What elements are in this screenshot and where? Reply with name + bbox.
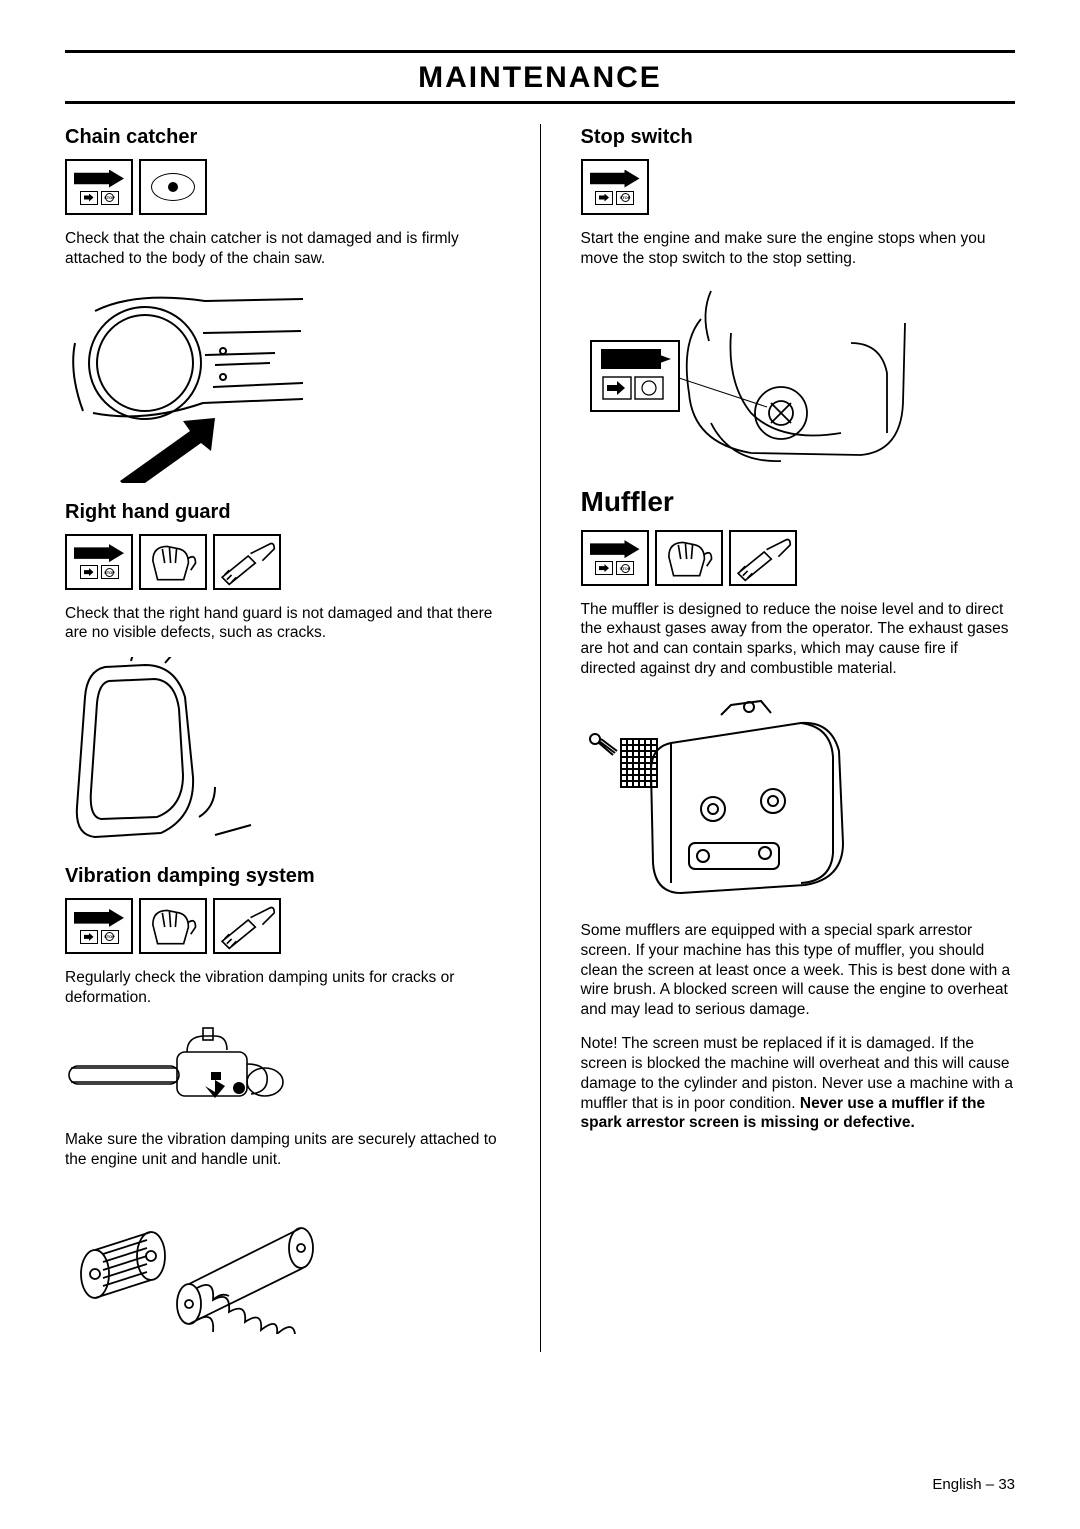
icon-row-vibration: STOP [65, 898, 500, 954]
icon-row-right-hand-guard: STOP [65, 534, 500, 590]
left-column: Chain catcher STOP Check that the chain … [65, 122, 500, 1352]
title-rule [65, 101, 1015, 104]
page-footer: English – 33 [932, 1476, 1015, 1493]
stop-arrow-icon: STOP [65, 159, 133, 215]
stop-arrow-icon: STOP [65, 898, 133, 954]
text-chain-catcher: Check that the chain catcher is not dama… [65, 229, 500, 269]
icon-row-stop-switch: STOP [581, 159, 1016, 215]
text-muffler-3: Note! The screen must be replaced if it … [581, 1034, 1016, 1133]
icon-row-chain-catcher: STOP [65, 159, 500, 215]
text-muffler-2: Some mufflers are equipped with a specia… [581, 921, 1016, 1020]
text-muffler-1: The muffler is designed to reduce the no… [581, 600, 1016, 679]
brush-icon [213, 898, 281, 954]
eye-icon [139, 159, 207, 215]
text-stop-switch: Start the engine and make sure the engin… [581, 229, 1016, 269]
brush-icon [729, 530, 797, 586]
footer-separator: – [986, 1476, 999, 1493]
figure-right-hand-guard [65, 657, 500, 847]
heading-chain-catcher: Chain catcher [65, 126, 500, 149]
heading-stop-switch: Stop switch [581, 126, 1016, 149]
glove-icon [139, 534, 207, 590]
two-column-layout: Chain catcher STOP Check that the chain … [65, 122, 1015, 1352]
figure-muffler [581, 693, 1016, 903]
text-right-hand-guard: Check that the right hand guard is not d… [65, 604, 500, 644]
text-vibration-2: Make sure the vibration damping units ar… [65, 1130, 500, 1170]
heading-right-hand-guard: Right hand guard [65, 501, 500, 524]
figure-vibration-parts [65, 1184, 500, 1334]
text-vibration-1: Regularly check the vibration damping un… [65, 968, 500, 1008]
brush-icon [213, 534, 281, 590]
heading-vibration: Vibration damping system [65, 865, 500, 888]
figure-chain-catcher [65, 283, 500, 483]
top-rule [65, 50, 1015, 53]
stop-arrow-icon: STOP [581, 159, 649, 215]
icon-row-muffler: STOP [581, 530, 1016, 586]
glove-icon [139, 898, 207, 954]
column-divider [540, 124, 541, 1352]
page-title: MAINTENANCE [65, 61, 1015, 95]
footer-page-number: 33 [998, 1476, 1015, 1493]
glove-icon [655, 530, 723, 586]
stop-arrow-icon: STOP [581, 530, 649, 586]
heading-muffler: Muffler [581, 486, 1016, 518]
figure-vibration-chainsaw [65, 1022, 500, 1112]
right-column: Stop switch STOP Start the engine and ma… [581, 122, 1016, 1352]
stop-arrow-icon: STOP [65, 534, 133, 590]
footer-language: English [932, 1476, 981, 1493]
figure-stop-switch [581, 283, 1016, 468]
